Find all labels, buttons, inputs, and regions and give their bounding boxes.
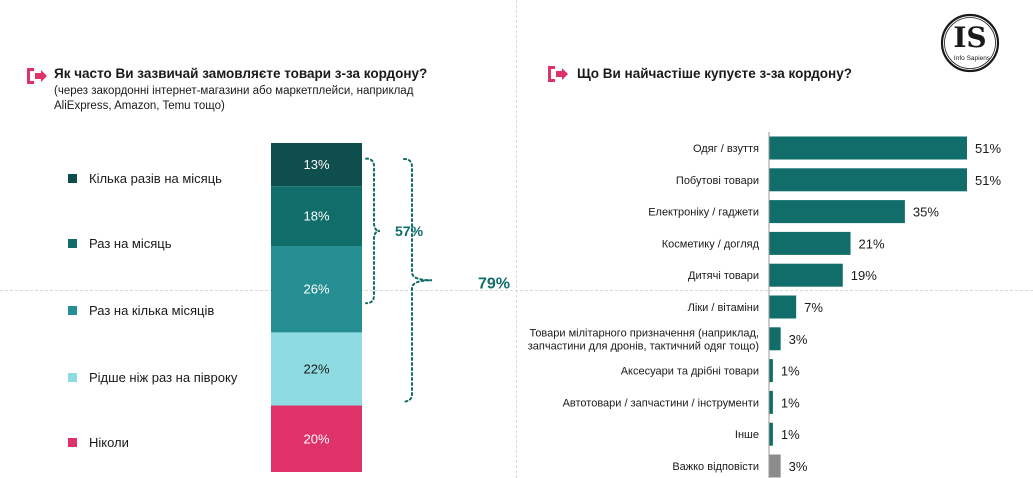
stacked-segment-3: [271, 246, 362, 333]
category-value-label-4: 21%: [859, 236, 885, 251]
category-bar-10: [769, 422, 773, 446]
category-value-label-1: 51%: [975, 141, 1001, 156]
category-value-label-2: 51%: [975, 173, 1001, 188]
frequency-question-subtitle-line2: AliExpress, Amazon, Temu тощо): [54, 100, 225, 112]
category-bar-3: [769, 200, 905, 224]
bracket-outer: [403, 158, 433, 403]
question-arrow-icon: [548, 66, 568, 82]
stacked-segment-2: [271, 186, 362, 247]
stacked-segment-4: [271, 332, 362, 406]
legend-swatch: [68, 437, 77, 447]
logo-caption: Info Sapiens: [954, 55, 991, 62]
category-value-label-10: 1%: [781, 427, 800, 442]
legend-label: Кілька разів на місяць: [89, 170, 222, 186]
legend-swatch: [68, 173, 77, 183]
category-label-4: Косметику / догляд: [662, 238, 760, 250]
legend-item-3: Раз на кілька місяців: [68, 302, 214, 318]
legend-label: Раз на кілька місяців: [89, 302, 215, 318]
logo-monogram: IS: [953, 21, 986, 54]
stacked-segment-1: [271, 143, 362, 187]
frequency-stacked-bar-chart: 13% 18% 26% 22% 20% 57% 79%: [271, 143, 510, 472]
category-value-label-7: 3%: [789, 332, 808, 347]
category-bar-9: [769, 390, 773, 414]
legend-swatch: [68, 238, 77, 248]
category-label-10: Інше: [735, 429, 759, 441]
stacked-segment-label-5: 20%: [303, 431, 329, 446]
stacked-segment-label-3: 26%: [303, 282, 329, 297]
category-bar-6: [769, 295, 797, 319]
category-value-label-5: 19%: [851, 268, 877, 283]
panel-divider-horizontal: [0, 290, 1033, 291]
legend-label: Раз на місяць: [89, 235, 172, 251]
category-label-8: Аксесуари та дрібні товари: [621, 366, 759, 378]
bracket-outer-label: 79%: [478, 275, 510, 292]
category-value-label-9: 1%: [781, 395, 800, 410]
panel-divider-vertical: [516, 0, 517, 478]
category-label-11: Важко відповісти: [672, 461, 759, 473]
category-label-6: Ліки / вітаміни: [688, 302, 759, 314]
stacked-segment-label-1: 13%: [303, 157, 329, 172]
legend-label: Ніколи: [89, 434, 129, 450]
legend-item-4: Рідше ніж раз на півроку: [68, 369, 237, 385]
stacked-segment-5: [271, 405, 362, 472]
categories-question-title: Що Ви найчастіше купуєте з-за кордону?: [577, 66, 852, 81]
bracket-inner: [365, 157, 381, 305]
frequency-question-subtitle-line1: (через закордонні інтернет-магазини або …: [54, 85, 414, 97]
question-arrow-icon: [27, 68, 47, 84]
frequency-question-title: Як часто Ви зазвичай замовляєте товари з…: [54, 66, 428, 81]
legend-swatch: [68, 372, 77, 382]
stacked-segment-label-4: 22%: [303, 361, 329, 376]
legend-item-1: Кілька разів на місяць: [68, 170, 222, 186]
info-sapiens-logo: IS Info Sapiens: [940, 13, 1000, 73]
legend-label: Рідше ніж раз на півроку: [89, 369, 238, 385]
categories-panel: Що Ви найчастіше купуєте з-за кордону? О…: [517, 0, 1033, 478]
frequency-panel: Як часто Ви зазвичай замовляєте товари з…: [0, 0, 516, 478]
category-value-label-6: 7%: [804, 300, 823, 315]
legend-item-2: Раз на місяць: [68, 235, 172, 251]
category-bar-1: [769, 136, 967, 160]
category-label-2: Побутові товари: [676, 175, 759, 187]
category-bar-7: [769, 327, 781, 351]
category-label-9: Автотовари / запчастини / інструменти: [563, 397, 759, 409]
category-bar-8: [769, 359, 773, 383]
legend-swatch: [68, 305, 77, 315]
category-value-label-11: 3%: [789, 459, 808, 474]
categories-horizontal-bar-chart: Одяг / взуття 51% Побутові товари 51% Електр…: [528, 132, 1001, 478]
category-value-label-8: 1%: [781, 364, 800, 379]
category-label-7: запчастини для дронів, тактичний одяг то…: [528, 340, 759, 352]
category-label-7: Товари мілітарного призначення (наприкла…: [529, 327, 759, 339]
category-bar-2: [769, 168, 967, 192]
category-bar-5: [769, 263, 843, 287]
stacked-segment-label-2: 18%: [303, 209, 329, 224]
category-label-3: Електроніку / гаджети: [648, 207, 759, 219]
category-bar-11: [769, 454, 781, 478]
category-label-5: Дитячі товари: [688, 270, 759, 282]
category-value-label-3: 35%: [913, 205, 939, 220]
category-label-1: Одяг / взуття: [693, 143, 759, 155]
legend-item-5: Ніколи: [68, 434, 129, 450]
category-bar-4: [769, 231, 851, 255]
bracket-inner-label: 57%: [395, 223, 424, 239]
